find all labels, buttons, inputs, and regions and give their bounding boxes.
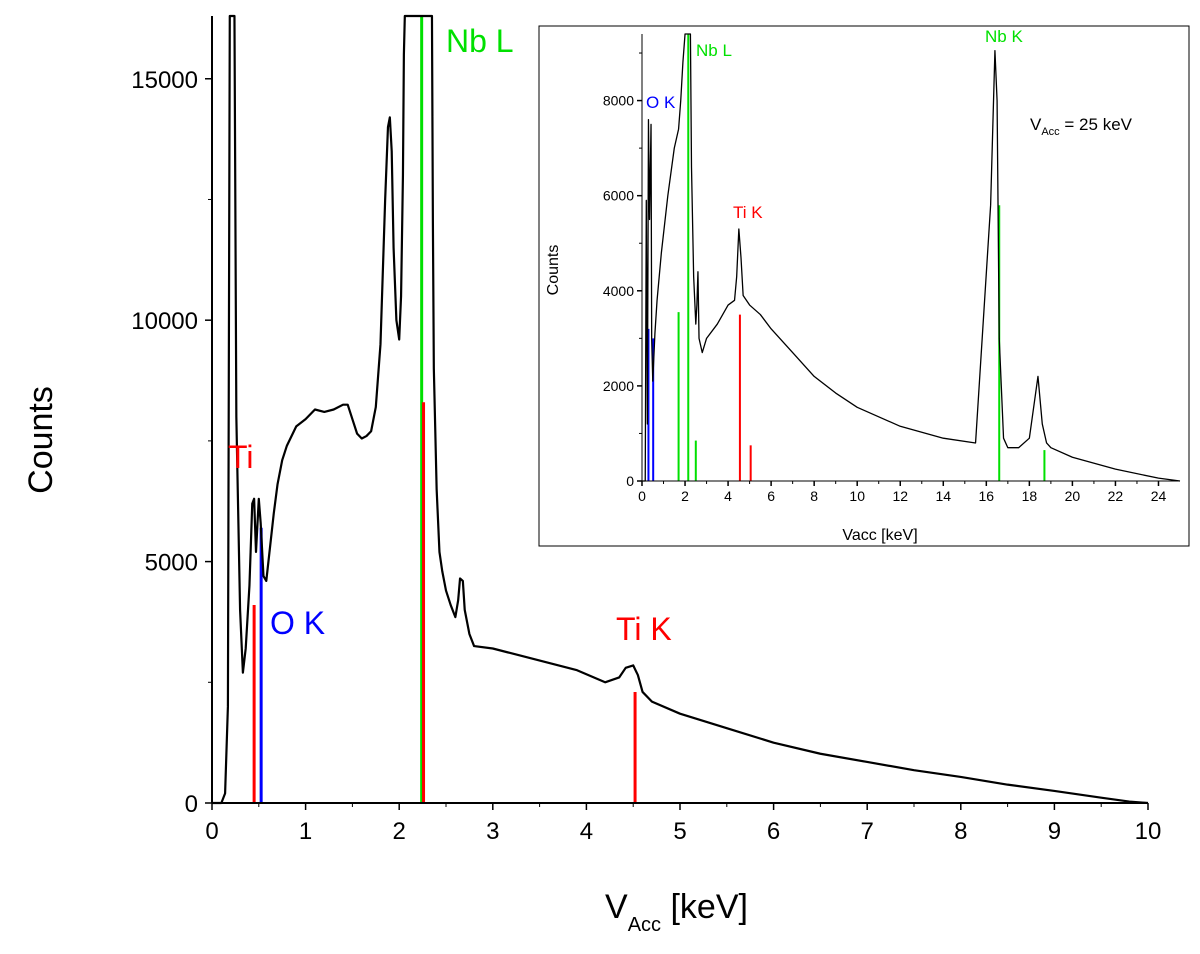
inset-y-tick-label: 2000	[603, 378, 634, 394]
inset-x-tick-label: 0	[638, 488, 646, 504]
condition-rest: = 25 keV	[1060, 115, 1133, 134]
x-axis-title-subscript: Acc	[628, 914, 661, 936]
inset-frame	[538, 25, 1190, 547]
inset-x-tick-label: 22	[1108, 488, 1124, 504]
main-x-axis-title: VAcc [keV]	[605, 888, 748, 936]
main-x-tick-label: 3	[486, 818, 499, 845]
inset-x-tick-label: 2	[681, 488, 689, 504]
main-x-tick-label: 8	[954, 818, 967, 845]
inset-y-axis-title: Counts	[545, 245, 562, 296]
condition-subscript: Acc	[1041, 126, 1060, 138]
main-y-tick-label: 10000	[131, 308, 198, 335]
inset-x-tick-label: 20	[1065, 488, 1081, 504]
main-x-tick-label: 9	[1048, 818, 1061, 845]
condition-main: V	[1030, 115, 1042, 134]
main-x-tick-label: 5	[673, 818, 686, 845]
inset-y-tick-label: 0	[626, 473, 634, 489]
inset-x-tick-label: 8	[810, 488, 818, 504]
inset-x-tick-label: 16	[979, 488, 995, 504]
main-x-tick-label: 4	[580, 818, 593, 845]
inset-x-axis-title: Vacc [keV]	[842, 527, 917, 544]
main-x-tick-label: 0	[205, 818, 218, 845]
main-y-axis-title: Counts	[22, 386, 60, 494]
main-spectrum-line	[212, 14, 1149, 805]
x-axis-title-main: V	[605, 888, 628, 926]
main-x-tick-label: 6	[767, 818, 780, 845]
inset-annotation-nb-k: Nb K	[985, 27, 1023, 46]
inset-annotation-ti-k: Ti K	[733, 203, 763, 222]
inset-annotation-nb-l: Nb L	[696, 41, 732, 60]
inset-x-tick-label: 12	[892, 488, 908, 504]
main-y-tick-label: 0	[185, 791, 198, 818]
inset-x-tick-label: 10	[849, 488, 865, 504]
inset-x-tick-label: 14	[935, 488, 951, 504]
inset-x-tick-label: 6	[767, 488, 775, 504]
main-x-tick-label: 7	[861, 818, 874, 845]
inset-condition-label: VAcc = 25 keV	[1030, 115, 1133, 138]
inset-x-tick-label: 18	[1022, 488, 1038, 504]
annotation-o-k: O K	[270, 605, 325, 641]
inset-y-tick-label: 6000	[603, 188, 634, 204]
x-axis-title-unit: [keV]	[661, 888, 748, 926]
inset-y-tick-label: 8000	[603, 93, 634, 109]
inset-annotation-o-k: O K	[646, 93, 676, 112]
main-y-tick-label: 5000	[145, 550, 198, 577]
annotation-ti-k: Ti K	[616, 611, 672, 647]
inset-y-tick-label: 4000	[603, 283, 634, 299]
annotation-ti: Ti	[228, 439, 253, 475]
main-x-tick-label: 10	[1135, 818, 1162, 845]
main-element-markers	[252, 16, 637, 803]
main-x-tick-label: 1	[299, 818, 312, 845]
inset-x-tick-label: 4	[724, 488, 732, 504]
inset-x-tick-label: 24	[1151, 488, 1167, 504]
main-y-tick-label: 15000	[131, 67, 198, 94]
main-x-tick-label: 2	[393, 818, 406, 845]
inset-spectrum-line	[642, 33, 1181, 482]
annotation-nb-l: Nb L	[446, 23, 514, 59]
